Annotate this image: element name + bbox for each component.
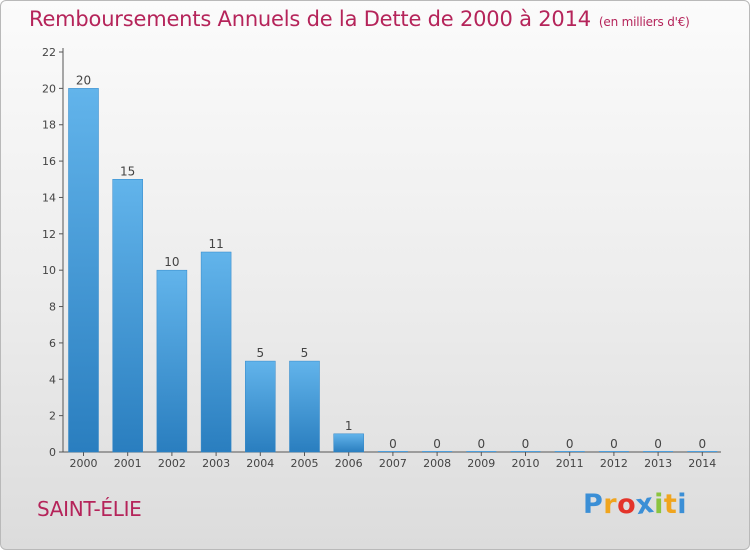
- logo-letter: i: [677, 489, 688, 520]
- x-axis: 2000 2001 2002 2003 2004 2005 2006 2007 2008 2009…: [63, 451, 721, 470]
- x-tick-label: 2009: [467, 457, 495, 470]
- chart-title: Remboursements Annuels de la Dette de 20…: [29, 7, 690, 31]
- y-tick-label: 2: [49, 410, 56, 423]
- bar-2003: [200, 251, 232, 453]
- logo-letter: o: [617, 489, 637, 520]
- y-tick-label: 10: [42, 264, 56, 277]
- bar-2004: [245, 360, 276, 453]
- x-tick-label: 2013: [644, 457, 672, 470]
- data-label: 0: [610, 437, 618, 451]
- x-tick-label: 2010: [512, 457, 540, 470]
- data-label: 20: [76, 73, 91, 87]
- commune-name: SAINT-ÉLIE: [37, 497, 142, 521]
- logo-letter: i: [654, 489, 664, 520]
- x-tick-label: 2006: [335, 457, 363, 470]
- logo-letter: x: [634, 487, 657, 522]
- bar-2006: [333, 433, 364, 453]
- x-tick-label: 2007: [379, 457, 407, 470]
- x-tick-label: 2008: [423, 457, 451, 470]
- x-tick-label: 2002: [158, 457, 186, 470]
- x-tick-label: 2005: [291, 457, 319, 470]
- y-tick-label: 16: [42, 155, 56, 168]
- y-tick-label: 14: [42, 191, 56, 204]
- bar-2005: [289, 360, 320, 453]
- bar-2000: [68, 88, 99, 453]
- data-label: 5: [301, 346, 309, 360]
- proxiti-logo[interactable]: Proxiti: [583, 487, 688, 522]
- data-label: 0: [522, 437, 530, 451]
- data-label: 11: [208, 237, 223, 251]
- y-tick-label: 18: [42, 119, 56, 132]
- data-label: 0: [566, 437, 574, 451]
- y-tick-label: 12: [42, 228, 56, 241]
- data-label: 0: [477, 437, 485, 451]
- title-text: Remboursements Annuels de la Dette de 20…: [29, 7, 591, 31]
- y-tick-label: 8: [49, 301, 56, 314]
- y-tick-label: 22: [42, 46, 56, 59]
- logo-letter: t: [663, 489, 678, 520]
- y-tick-label: 0: [49, 446, 56, 459]
- x-tick-label: 2011: [556, 457, 584, 470]
- x-tick-label: 2003: [202, 457, 230, 470]
- y-tick-label: 4: [49, 373, 56, 386]
- x-tick-label: 2014: [688, 457, 716, 470]
- data-label: 10: [164, 255, 179, 269]
- bar-2001: [112, 179, 143, 453]
- x-tick-label: 2012: [600, 457, 628, 470]
- data-label: 15: [120, 164, 135, 178]
- y-tick-label: 20: [42, 82, 56, 95]
- data-label: 1: [345, 419, 353, 433]
- x-tick-label: 2000: [70, 457, 98, 470]
- x-tick-label: 2004: [246, 457, 274, 470]
- data-label: 0: [698, 437, 706, 451]
- data-label: 0: [654, 437, 662, 451]
- logo-letter: r: [603, 489, 618, 520]
- data-label: 0: [433, 437, 441, 451]
- y-tick-label: 6: [49, 337, 56, 350]
- chart-subtitle: (en milliers d'€): [598, 15, 690, 29]
- bars: [68, 88, 718, 453]
- x-tick-label: 2001: [114, 457, 142, 470]
- logo-letter: P: [583, 489, 604, 520]
- data-label: 5: [256, 346, 264, 360]
- bar-2002: [156, 269, 188, 453]
- y-axis: 0 2 4 6 8 10 12 14 16 18 20 22: [42, 46, 64, 459]
- data-label: 0: [389, 437, 397, 451]
